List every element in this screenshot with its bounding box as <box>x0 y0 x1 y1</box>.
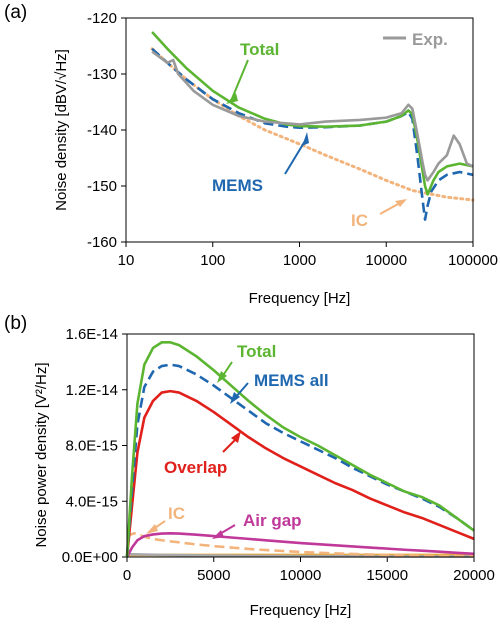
chart-b-xlabel: Frequency [Hz] <box>250 602 352 619</box>
chart-a-ticks: 10 100 1000 10000 100000 -160 -150 -140 -130 -120 <box>87 10 498 269</box>
chart-a-series-exp <box>151 50 474 182</box>
chart-a-ylabel: Noise density [dBV/√Hz] <box>53 49 70 211</box>
annotation-airgap-b: Air gap <box>212 511 302 539</box>
chart-b-ytick-label: 1.6E-14 <box>65 326 118 343</box>
legend-exp-label: Exp. <box>412 30 448 49</box>
annotation-ic-a-label: IC <box>351 211 368 230</box>
chart-b-xtick-label: 0 <box>123 567 131 584</box>
chart-b-ytick-label: 4.0E-15 <box>65 493 118 510</box>
annotation-overlap-b: Overlap <box>164 431 241 477</box>
chart-a-ytick-label: -130 <box>87 66 117 83</box>
chart-a-ytick-label: -140 <box>87 122 117 139</box>
chart-b-plot-frame <box>126 333 475 558</box>
annotation-airgap-b-label: Air gap <box>243 511 302 530</box>
chart-b-series-air-gap <box>125 532 475 558</box>
panel-label-b: (b) <box>4 313 27 334</box>
chart-b-xtick-label: 15000 <box>366 567 408 584</box>
annotation-total-a-label: Total <box>240 40 279 59</box>
panel-label-a: (a) <box>4 2 27 23</box>
chart-a-plot-frame <box>125 17 474 243</box>
chart-a-xtick-label: 100 <box>200 252 225 269</box>
chart-a-xtick-label: 10 <box>118 252 135 269</box>
chart-a-xtick-label: 10000 <box>365 252 407 269</box>
chart-b-ytick-label: 8.0E-15 <box>65 438 118 455</box>
chart-a-ytick-label: -160 <box>87 234 117 251</box>
chart-b-ytick-label: 1.2E-14 <box>65 382 118 399</box>
chart-b: (b) 0 5000 10000 15000 20000 0.0E+00 4.0E-15 8.… <box>4 313 495 619</box>
chart-b-xtick-label: 20000 <box>453 567 495 584</box>
chart-b-series-overlap <box>125 389 475 558</box>
annotation-ic-b: IC <box>146 504 185 534</box>
chart-b-lines <box>125 341 475 558</box>
chart-b-ticks: 0 5000 10000 15000 20000 0.0E+00 4.0E-15 8.0E-1… <box>62 326 495 584</box>
annotation-mems-a: MEMS <box>212 132 309 195</box>
chart-a: (a) 10 100 1000 10000 100000 -160 -150 -140 -130… <box>4 2 498 307</box>
annotation-mems-b-label: MEMS all <box>254 371 329 390</box>
chart-a-ytick-label: -120 <box>87 10 117 27</box>
chart-a-ytick-label: -150 <box>87 178 117 195</box>
chart-a-series-ic <box>150 47 475 202</box>
annotation-total-b-label: Total <box>237 342 276 361</box>
chart-b-ylabel: Noise power density [V²/Hz] <box>33 362 50 547</box>
annotation-mems-b: MEMS all <box>230 371 329 404</box>
chart-b-xtick-label: 5000 <box>197 567 230 584</box>
chart-b-series-ic <box>126 532 475 558</box>
chart-a-xtick-label: 1000 <box>283 252 316 269</box>
chart-b-series-mems-all <box>125 363 475 558</box>
annotation-total-a: Total <box>226 40 279 104</box>
chart-b-series-total <box>125 341 475 558</box>
chart-b-ytick-label: 0.0E+00 <box>62 549 118 566</box>
annotation-ic-b-label: IC <box>168 504 185 523</box>
chart-b-xtick-label: 10000 <box>280 567 322 584</box>
annotation-total-b: Total <box>217 342 276 383</box>
legend-exp: Exp. <box>383 30 448 49</box>
chart-a-xtick-label: 100000 <box>448 252 498 269</box>
annotation-ic-a: IC <box>351 199 407 230</box>
annotation-overlap-b-label: Overlap <box>164 458 227 477</box>
chart-a-lines <box>150 31 475 221</box>
chart-a-xlabel: Frequency [Hz] <box>249 290 351 307</box>
annotation-mems-a-label: MEMS <box>212 176 263 195</box>
